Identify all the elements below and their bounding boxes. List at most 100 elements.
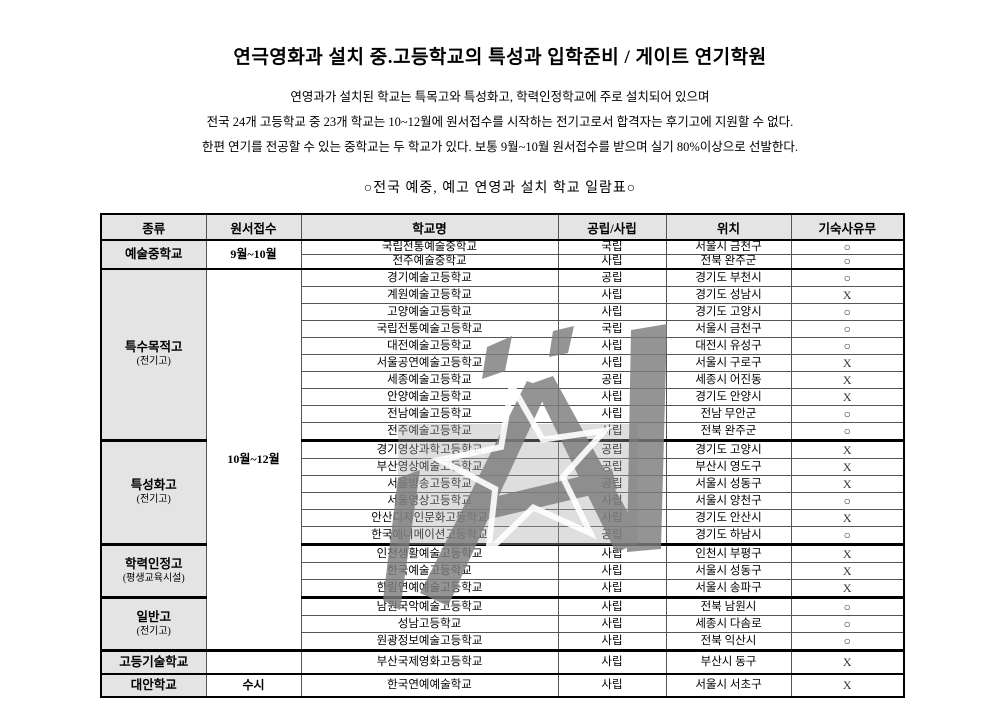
ownership-cell: 사립 [557,673,667,698]
school-name-cell: 안양예술고등학교 [300,388,559,406]
school-name-cell: 서울영상고등학교 [300,492,559,510]
ownership-cell: 사립 [557,632,667,651]
ownership-cell: 사립 [557,596,667,616]
type-cell-special-purpose: 특수목적고 (전기고) [100,268,207,441]
type-label: 고등기술학교 [119,654,189,669]
subtitle-line-3: 한편 연기를 전공할 수 있는 중학교는 두 학교가 있다. 보통 9월~10월… [201,140,799,154]
location-cell: 서울시 구로구 [665,354,792,372]
location-cell: 전북 완주군 [665,422,792,441]
school-list-table: 종류 원서접수 학교명 공립/사립 위치 기숙사유무 예술중학교 9월~10월 … [100,213,905,698]
dorm-cell: X [790,475,905,493]
dorm-cell: X [790,509,905,527]
dorm-cell: ○ [790,254,905,270]
location-cell: 전북 남원시 [665,596,792,616]
school-name-cell: 한국예술고등학교 [300,562,559,580]
school-name-cell: 전주예술중학교 [300,254,559,270]
school-name-cell: 경기예술고등학교 [300,268,559,287]
type-label: 대안학교 [130,677,177,692]
type-sublabel: (전기고) [136,356,171,368]
location-cell: 서울시 금천구 [665,239,792,255]
location-cell: 서울시 양천구 [665,492,792,510]
location-cell: 대전시 유성구 [665,337,792,355]
type-cell-specialized: 특성화고 (전기고) [100,439,207,545]
ownership-cell: 공립 [557,458,667,476]
dorm-cell: ○ [790,422,905,441]
ownership-cell: 사립 [557,337,667,355]
apply-cell-sep-oct: 9월~10월 [205,239,302,270]
dorm-cell: ○ [790,492,905,510]
location-cell: 경기도 성남시 [665,286,792,304]
header-row: 종류 원서접수 학교명 공립/사립 위치 기숙사유무 [100,213,905,241]
location-cell: 서울시 금천구 [665,320,792,338]
location-cell: 경기도 하남시 [665,526,792,545]
location-cell: 전북 완주군 [665,254,792,270]
table-row: 일반고 (전기고) 남원국악예술고등학교 사립 전북 남원시 ○ [100,596,905,651]
location-cell: 서울시 성동구 [665,562,792,580]
type-cell-alternative: 대안학교 [100,673,207,698]
col-header-type: 종류 [100,213,207,241]
ownership-cell: 사립 [557,492,667,510]
school-name-cell: 전남예술고등학교 [300,405,559,423]
ownership-cell: 사립 [557,286,667,304]
dorm-cell: X [790,458,905,476]
dorm-cell: X [790,673,905,698]
dorm-cell: ○ [790,405,905,423]
dorm-cell: ○ [790,337,905,355]
dorm-cell: X [790,562,905,580]
dorm-cell: X [790,649,905,675]
ownership-cell: 사립 [557,303,667,321]
ownership-cell: 사립 [557,254,667,270]
school-name-cell: 안산디자인문화고등학교 [300,509,559,527]
dorm-cell: ○ [790,239,905,255]
dorm-cell: ○ [790,303,905,321]
ownership-cell: 공립 [557,371,667,389]
location-cell: 경기도 안양시 [665,388,792,406]
dorm-cell: X [790,371,905,389]
type-sublabel: (평생교육시설) [122,572,185,584]
dorm-cell: X [790,543,905,563]
school-name-cell: 성남고등학교 [300,615,559,633]
school-name-cell: 한국연예예술학교 [300,673,559,698]
location-cell: 인천시 부평구 [665,543,792,563]
type-label: 학력인정고 [124,556,183,571]
school-name-cell: 인천생활예술고등학교 [300,543,559,563]
table-row: 성남고등학교 사립 세종시 다솜로 ○ [101,615,905,633]
location-cell: 세종시 다솜로 [665,615,792,633]
dorm-cell: X [790,579,905,598]
subtitle-line-1: 연영과가 설치된 학교는 특목고와 특성화고, 학력인정학교에 주로 설치되어 … [290,90,710,104]
type-cell-technical: 고등기술학교 [100,649,207,675]
location-cell: 경기도 부천시 [665,268,792,287]
ownership-cell: 공립 [557,268,667,287]
school-name-cell: 원광정보예술고등학교 [300,632,559,651]
ownership-cell: 국립 [557,239,667,255]
school-name-cell: 전주예술고등학교 [300,422,559,441]
ownership-cell: 국립 [557,320,667,338]
ownership-cell: 공립 [557,526,667,545]
ownership-cell: 사립 [557,405,667,423]
type-cell-accredited: 학력인정고 (평생교육시설) [100,543,207,598]
dorm-cell: ○ [790,615,905,633]
school-name-cell: 한림연예예술고등학교 [300,579,559,598]
page-title: 연극영화과 설치 중.고등학교의 특성과 입학준비 / 게이트 연기학원 [233,47,767,68]
dorm-cell: ○ [790,632,905,651]
ownership-cell: 사립 [557,354,667,372]
ownership-cell: 사립 [557,388,667,406]
type-label: 특수목적고 [124,340,183,355]
location-cell: 서울시 서초구 [665,673,792,698]
ownership-cell: 사립 [557,579,667,598]
table-row: 전주예술중학교 사립 전북 완주군 ○ [101,254,905,270]
dorm-cell: ○ [790,596,905,616]
type-label: 예술중학교 [124,246,183,261]
school-name-cell: 경기영상과학고등학교 [300,439,559,459]
dorm-cell: X [790,388,905,406]
school-name-cell: 서울방송고등학교 [300,475,559,493]
col-header-dorm: 기숙사유무 [790,213,905,241]
subtitle-line-2: 전국 24개 고등학교 중 23개 학교는 10~12월에 원서접수를 시작하는… [206,115,794,129]
type-sublabel: (전기고) [136,625,171,637]
ownership-cell: 사립 [557,422,667,441]
dorm-cell: X [790,439,905,459]
table-row: 고등기술학교 부산국제영화고등학교 사립 부산시 동구 X [100,649,905,675]
col-header-ownership: 공립/사립 [557,213,667,241]
school-name-cell: 계원예술고등학교 [300,286,559,304]
ownership-cell: 공립 [557,475,667,493]
